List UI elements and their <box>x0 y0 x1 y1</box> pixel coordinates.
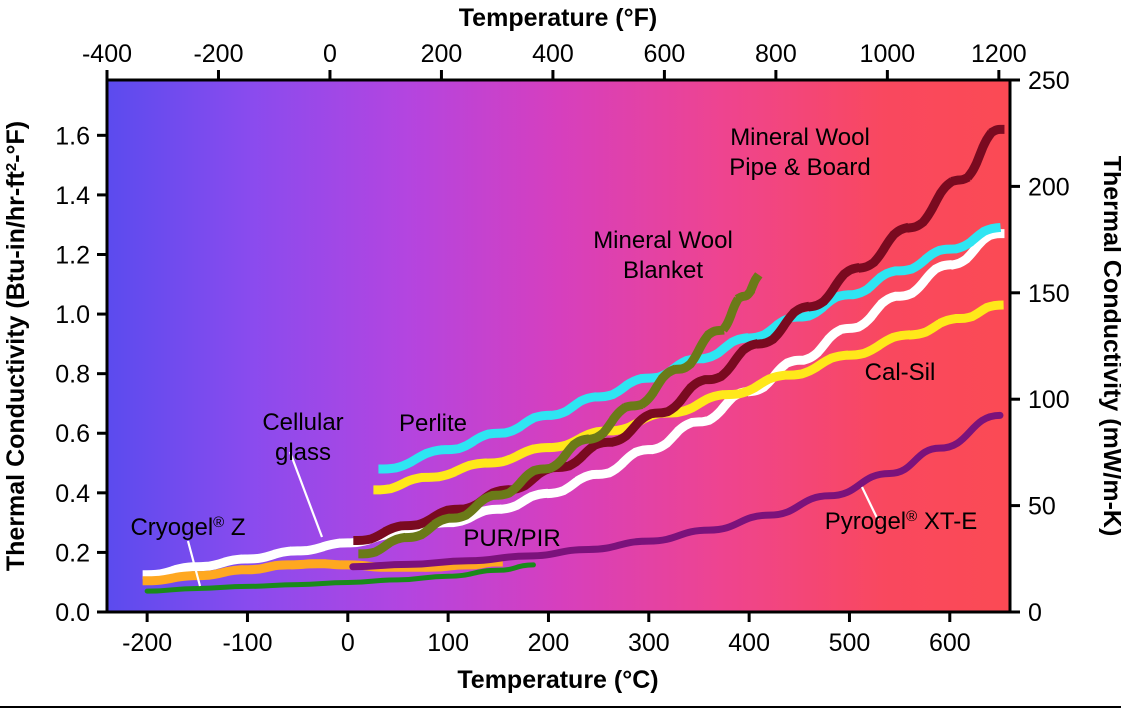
x-tick-label-bottom: -100 <box>222 629 272 657</box>
leader-cellular-glass <box>288 451 324 538</box>
y-tick-label-right: 250 <box>1028 67 1070 95</box>
annotation-pyrogel-xt-e: Pyrogel® XT-E <box>825 508 977 535</box>
y-tick-label-left: 0.6 <box>55 420 90 448</box>
series-line <box>373 300 1005 495</box>
x-tick-label-top: 1200 <box>971 40 1027 68</box>
axis-ticks-layer: -200 -100 0 100 200 300 400 500 600-400 -200 0 200 4… <box>55 40 1069 657</box>
x-axis-title-celsius: Temperature (°C) <box>457 666 658 694</box>
y-axis-title-btu: Thermal Conductivity (Btu-in/hr-ft2-°F) <box>2 121 30 571</box>
y-tick-label-left: 1.4 <box>55 182 90 210</box>
annotation-mineral-wool-blanket: Mineral Wool Blanket <box>593 227 733 284</box>
x-tick-label-top: 600 <box>644 40 686 68</box>
series-cryogel-z <box>144 562 536 594</box>
annotation-line: Cal-Sil <box>865 359 936 386</box>
y-tick-label-right: 150 <box>1028 280 1070 308</box>
y-tick-label-right: 0 <box>1028 599 1042 627</box>
annotation-pur-pir: PUR/PIR <box>463 525 560 552</box>
series-annotations-layer: Mineral Wool Pipe & Board Mineral Wool Blan… <box>130 124 977 552</box>
annotation-line: Cryogel® Z <box>130 514 245 541</box>
x-tick-label-top: 800 <box>755 40 797 68</box>
leader-pyrogel-xt-e <box>861 486 879 521</box>
x-tick-label-top: 0 <box>323 40 337 68</box>
y-tick-label-left: 1.0 <box>55 301 90 329</box>
annotation-line: glass <box>275 439 331 466</box>
series-cellular-glass <box>142 229 1005 580</box>
x-tick-label-top: -400 <box>82 40 132 68</box>
annotation-perlite: Perlite <box>399 410 467 437</box>
x-tick-label-bottom: 600 <box>929 629 971 657</box>
annotation-line: Pyrogel® XT-E <box>825 508 977 535</box>
x-tick-label-bottom: 400 <box>728 629 770 657</box>
x-tick-label-bottom: 500 <box>829 629 871 657</box>
x-tick-label-top: 200 <box>421 40 463 68</box>
series-line <box>142 557 503 586</box>
annotation-cellular-glass: Cellular glass <box>262 409 343 466</box>
y-tick-label-left: 1.2 <box>55 241 90 269</box>
y-tick-label-left: 0.2 <box>55 539 90 567</box>
axes-layer <box>105 78 1012 614</box>
plot-area-background <box>107 80 1010 612</box>
y-tick-label-left: 1.6 <box>55 122 90 150</box>
y-axis-title-left-group: Thermal Conductivity (Btu-in/hr-ft2-°F) <box>2 121 30 571</box>
y-tick-label-left: 0.0 <box>55 599 90 627</box>
series-line <box>144 562 536 594</box>
x-tick-label-bottom: 0 <box>341 629 355 657</box>
y-axis-title-mw: Thermal Conductivity (mW/m-K) <box>1098 156 1121 537</box>
annotation-line: Cellular <box>262 409 343 436</box>
annotation-line: Perlite <box>399 410 467 437</box>
x-tick-label-bottom: 300 <box>628 629 670 657</box>
annotation-line: PUR/PIR <box>463 525 560 552</box>
annotation-cal-sil: Cal-Sil <box>865 359 936 386</box>
x-axis-title-fahrenheit: Temperature (°F) <box>459 4 657 32</box>
annotation-line: Mineral Wool <box>730 124 870 151</box>
x-tick-label-bottom: -200 <box>122 629 172 657</box>
series-layer <box>142 124 1005 594</box>
annotation-cryogel-z: Cryogel® Z <box>130 514 245 541</box>
y-tick-label-left: 0.4 <box>55 480 90 508</box>
x-tick-label-top: 400 <box>532 40 574 68</box>
series-pur-pir <box>142 557 503 586</box>
figure-bottom-rule <box>0 706 1121 708</box>
y-tick-label-right: 200 <box>1028 173 1070 201</box>
x-tick-label-top: -200 <box>193 40 243 68</box>
series-line <box>142 229 1005 580</box>
series-pyrogel-xt-e <box>349 411 1004 571</box>
x-tick-label-bottom: 200 <box>528 629 570 657</box>
y-tick-label-right: 50 <box>1028 493 1056 521</box>
annotation-line: Blanket <box>623 257 703 284</box>
leader-cryogel-z <box>186 540 202 587</box>
annotation-mineral-wool-pipe-board: Mineral Wool Pipe & Board <box>729 124 870 181</box>
x-tick-label-bottom: 100 <box>427 629 469 657</box>
x-tick-label-top: 1000 <box>860 40 916 68</box>
leader-lines-layer <box>186 451 879 587</box>
annotation-line: Mineral Wool <box>593 227 733 254</box>
series-cal-sil <box>373 300 1005 495</box>
annotation-line: Pipe & Board <box>729 154 870 181</box>
series-line <box>349 411 1004 571</box>
y-tick-label-left: 0.8 <box>55 361 90 389</box>
y-axis-title-btu-part1: Thermal Conductivity (Btu-in/hr-ft <box>2 170 30 571</box>
series-mineral-wool-blanket <box>358 270 766 559</box>
series-line <box>358 270 766 559</box>
y-tick-label-right: 100 <box>1028 386 1070 414</box>
